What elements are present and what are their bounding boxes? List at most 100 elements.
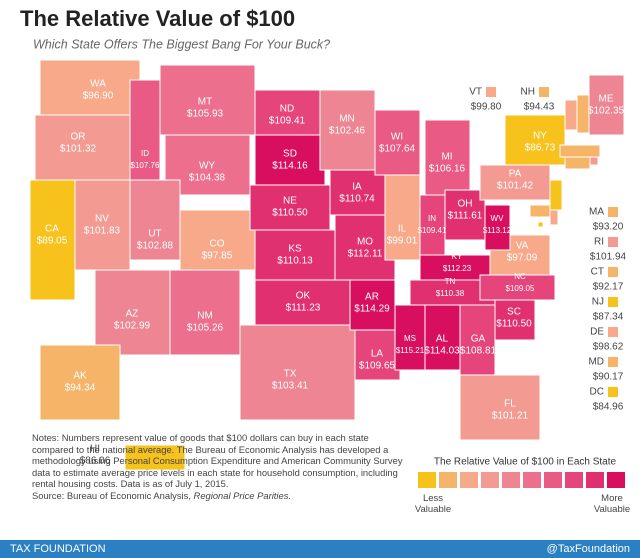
state-value: $114.29 xyxy=(354,304,390,315)
state-value: $101.42 xyxy=(497,181,534,192)
state-abbr: PA xyxy=(509,169,522,180)
notes: Notes: Numbers represent value of goods … xyxy=(32,432,404,502)
state-abbr: NE xyxy=(283,196,297,207)
state xyxy=(504,114,566,166)
state-value: $87.34 xyxy=(593,312,624,323)
state xyxy=(374,109,421,176)
state xyxy=(424,304,461,371)
state-value: $115.21 xyxy=(396,346,425,355)
state-abbr: MA xyxy=(589,207,604,218)
state xyxy=(559,144,601,158)
state-abbr: MS xyxy=(404,334,416,343)
state-abbr: MT xyxy=(198,97,212,108)
state-abbr: OK xyxy=(296,291,311,302)
state-abbr: MN xyxy=(339,114,355,125)
state xyxy=(494,299,536,341)
state-value: $99.80 xyxy=(471,102,502,113)
state-value: $102.35 xyxy=(588,106,625,117)
state-value: $86.73 xyxy=(525,143,556,154)
state xyxy=(549,209,559,226)
state xyxy=(589,156,599,166)
state-swatch xyxy=(608,237,618,247)
state-swatch xyxy=(539,87,549,97)
state-abbr: VA xyxy=(516,241,529,252)
state-abbr: WY xyxy=(199,161,215,172)
state-abbr: KS xyxy=(288,244,302,255)
legend-swatch xyxy=(544,472,562,488)
source-prefix: Source: Bureau of Economic Analysis, xyxy=(32,489,194,501)
legend-swatch xyxy=(481,472,499,488)
state-value: $94.43 xyxy=(524,102,555,113)
state-abbr: DE xyxy=(590,327,604,338)
state xyxy=(564,99,578,131)
title: The Relative Value of $100 xyxy=(20,6,295,31)
legend-swatch xyxy=(523,472,541,488)
state-swatch xyxy=(608,267,618,277)
state-value: $90.17 xyxy=(593,372,624,383)
state-value: $109.05 xyxy=(506,284,535,293)
state-abbr: NV xyxy=(95,214,109,225)
state-value: $94.34 xyxy=(65,383,96,394)
state-swatch xyxy=(608,327,618,337)
subtitle: Which State Offers The Biggest Bang For … xyxy=(33,37,330,51)
state-value: $97.85 xyxy=(202,251,233,262)
source: Source: Bureau of Economic Analysis, Reg… xyxy=(32,490,404,502)
state-abbr: WA xyxy=(90,79,106,90)
state-swatch xyxy=(486,87,496,97)
state-abbr: OH xyxy=(458,199,473,210)
state-value: $89.05 xyxy=(37,236,68,247)
state xyxy=(29,179,76,301)
state xyxy=(537,221,544,228)
source-title: Regional Price Parities. xyxy=(193,489,291,501)
state-abbr: NM xyxy=(197,311,213,322)
legend-swatch xyxy=(607,472,625,488)
state xyxy=(129,179,181,261)
state-value: $110.38 xyxy=(436,289,465,298)
state-value: $102.88 xyxy=(137,241,174,252)
state-abbr: CO xyxy=(210,239,225,250)
state-value: $97.09 xyxy=(507,253,538,264)
state-abbr: IA xyxy=(352,182,362,193)
state-abbr: UT xyxy=(148,229,161,240)
state xyxy=(424,119,471,196)
state-value: $109.65 xyxy=(359,361,396,372)
state-abbr: KY xyxy=(452,252,463,261)
state-abbr: WV xyxy=(491,214,505,223)
state xyxy=(549,179,563,211)
state-value: $108.81 xyxy=(460,346,497,357)
state-value: $109.41 xyxy=(269,116,306,127)
state-abbr: AK xyxy=(73,371,87,382)
legend-low: Less Valuable xyxy=(415,493,451,515)
state-value: $84.96 xyxy=(593,402,624,413)
state-value: $93.20 xyxy=(593,222,624,233)
state-value: $104.38 xyxy=(189,173,226,184)
state-value: $99.01 xyxy=(387,236,418,247)
state-value: $112.11 xyxy=(348,249,383,260)
state-value: $101.21 xyxy=(492,411,529,422)
state-abbr: RI xyxy=(594,237,604,248)
state-value: $101.83 xyxy=(84,226,121,237)
state-value: $101.32 xyxy=(60,144,97,155)
state-value: $102.46 xyxy=(329,126,366,137)
state-value: $105.93 xyxy=(187,109,224,120)
state-abbr: IN xyxy=(428,214,436,223)
state xyxy=(169,269,241,356)
state-abbr: DC xyxy=(590,387,604,398)
state-value: $96.90 xyxy=(83,91,114,102)
state-value: $113.12 xyxy=(483,226,512,235)
state xyxy=(239,324,356,421)
state xyxy=(39,344,121,421)
state-swatch xyxy=(608,387,618,397)
state xyxy=(254,279,351,326)
state xyxy=(419,194,446,256)
state-swatch xyxy=(608,357,618,367)
state-abbr: AZ xyxy=(126,309,139,320)
state-abbr: AR xyxy=(365,292,379,303)
state-value: $107.64 xyxy=(379,144,416,155)
state-abbr: MO xyxy=(357,237,373,248)
state xyxy=(254,229,336,281)
footer-right: @TaxFoundation xyxy=(546,543,630,555)
state-abbr: MI xyxy=(441,152,452,163)
legend-swatch xyxy=(418,472,436,488)
state-swatch xyxy=(608,207,618,217)
